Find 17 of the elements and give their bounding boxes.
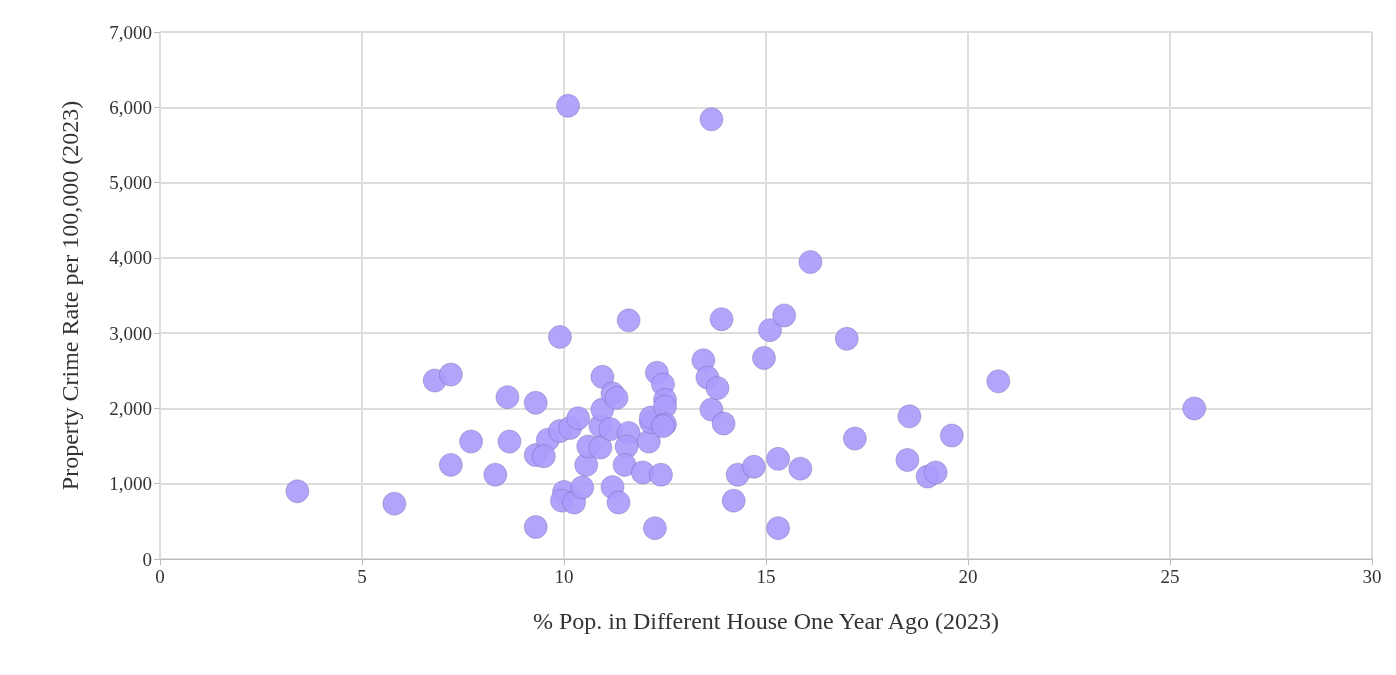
x-tick-label: 30 [1362,566,1382,587]
x-tick-label: 0 [155,566,165,587]
x-axis-title: % Pop. in Different House One Year Ago (2023) [532,608,1000,634]
y-tick-label: 4,000 [109,247,152,269]
y-axis-title: Property Crime Rate per 100,000 (2023) [57,100,83,491]
y-tick-label: 3,000 [109,322,152,344]
y-tick-label: 2,000 [109,397,152,419]
x-tick-label: 20 [958,566,978,587]
y-tick-label: 5,000 [109,172,152,194]
x-tick-label: 10 [554,566,574,587]
y-tick-label: 1,000 [109,473,152,495]
y-tick-label: 6,000 [109,96,152,118]
x-tick-label: 5 [357,566,367,587]
y-tick-label: 0 [142,548,152,570]
x-tick-label: 15 [756,566,776,587]
y-tick-label: 7,000 [109,21,152,43]
x-tick-label: 25 [1160,566,1180,587]
